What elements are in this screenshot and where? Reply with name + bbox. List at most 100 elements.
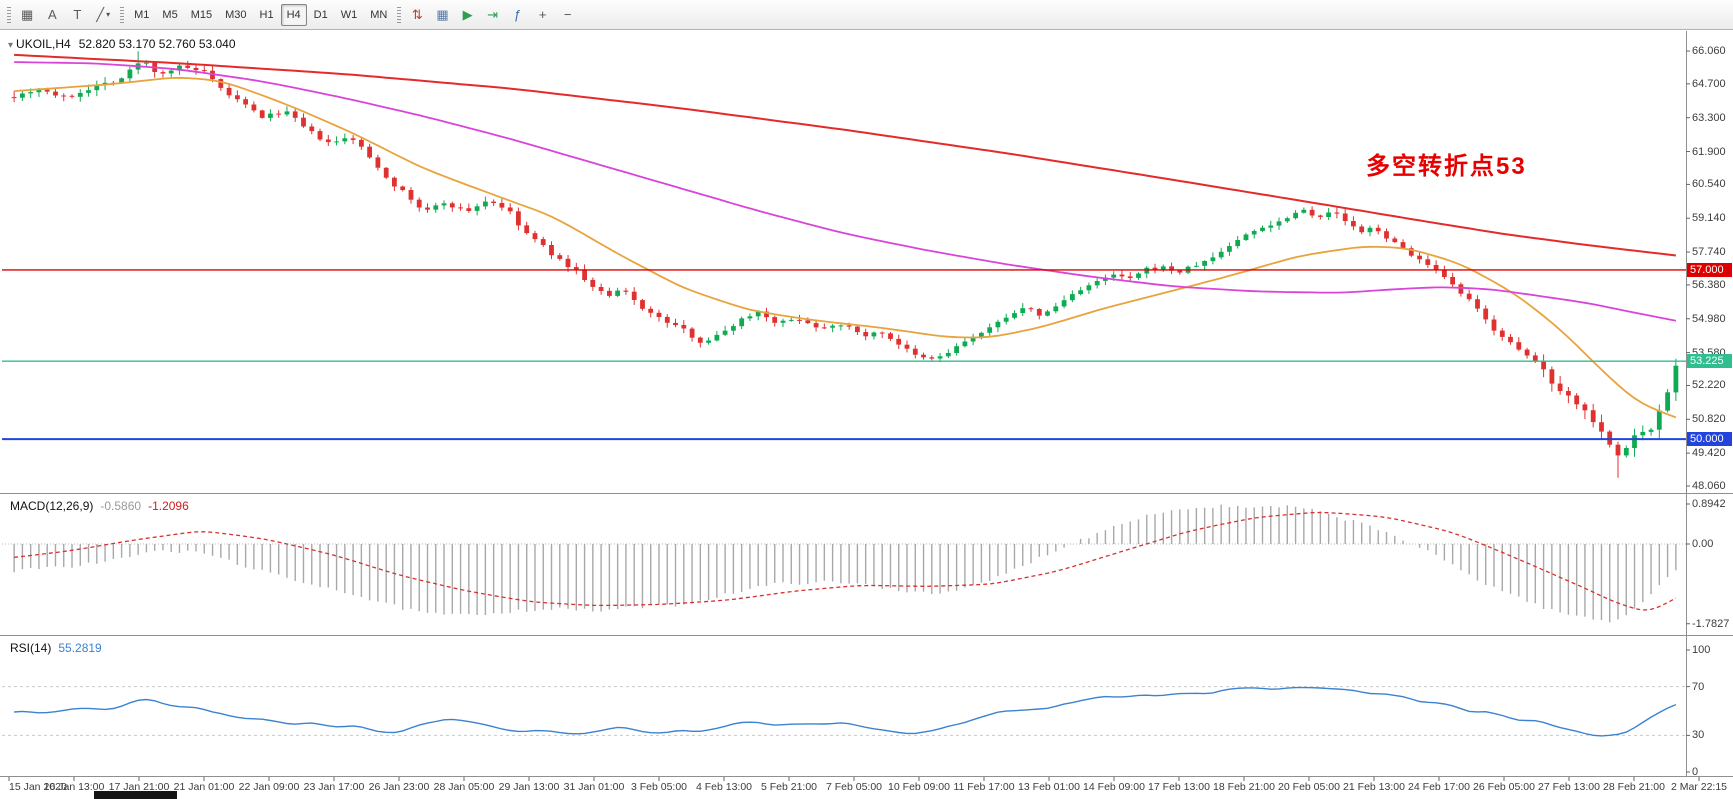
chart-menu-icon[interactable]: ▾	[8, 40, 14, 51]
price-badge-50.000: 50.000	[1687, 432, 1732, 447]
time-tick-label: 20 Feb 05:00	[1278, 781, 1340, 793]
rsi-plot	[2, 686, 1686, 737]
ma-slow-line	[14, 53, 1677, 257]
time-tick-label: 4 Feb 13:00	[695, 781, 753, 793]
time-tick-label: 31 Jan 01:00	[563, 781, 625, 793]
ma-fast-line	[14, 76, 1677, 419]
zoom-out-icon[interactable]: −	[563, 7, 572, 22]
price-tick-label: 50.820	[1692, 413, 1726, 426]
timeframe-button-M1[interactable]: M1	[134, 8, 150, 21]
ohlc-values: 52.820 53.170 52.760 53.040	[78, 37, 236, 51]
time-tick-label: 14 Feb 09:00	[1083, 781, 1145, 793]
time-tick-label: 3 Feb 05:00	[630, 781, 688, 793]
toolbar-grip[interactable]	[120, 6, 125, 23]
price-tick-label: 61.900	[1692, 145, 1726, 158]
rsi-scale-label: 0	[1692, 766, 1699, 778]
macd-main-value: -0.5860	[100, 499, 142, 513]
chart-shift-icon[interactable]: ⇥	[487, 6, 499, 22]
price-tick-label: 52.220	[1692, 379, 1726, 392]
time-tick-label: 11 Feb 17:00	[953, 781, 1015, 793]
main-chart-plot	[11, 51, 1679, 478]
toolbar-grip[interactable]	[397, 6, 402, 23]
time-tick-label: 22 Jan 09:00	[238, 781, 300, 793]
rsi-line	[14, 686, 1677, 737]
price-tick-label: 54.980	[1692, 312, 1726, 325]
price-tick-label: 66.060	[1692, 45, 1726, 57]
time-tick-label: 28 Jan 05:00	[433, 781, 495, 793]
price-tick-label: 48.060	[1692, 480, 1726, 492]
time-tick-label: 17 Jan 21:00	[108, 781, 170, 793]
auto-scroll-icon[interactable]: ▶	[462, 6, 473, 22]
chart-title: ▾ UKOIL,H4 52.820 53.170 52.760 53.040	[8, 37, 236, 51]
timeframe-button-H1[interactable]: H1	[259, 8, 274, 21]
zoom-in-icon[interactable]: +	[538, 7, 547, 22]
macd-scale-label: 0.00	[1692, 538, 1714, 550]
macd-name: MACD(12,26,9)	[10, 499, 94, 513]
scale-ticks	[8, 50, 1700, 781]
toolbar-grip[interactable]	[7, 6, 11, 23]
chart-annotation: 多空转折点53	[1366, 153, 1527, 180]
line-studies-button[interactable]: ╱ ▾	[96, 6, 111, 22]
timeframe-button-M5[interactable]: M5	[162, 8, 178, 21]
timeframe-button-H4[interactable]: H4	[280, 3, 307, 26]
timeframe-button-W1[interactable]: W1	[340, 8, 358, 21]
macd-signal-line	[14, 511, 1677, 611]
time-tick-label: 26 Jan 23:00	[368, 781, 430, 793]
tools-group: ▦ A T ╱ ▾	[15, 4, 116, 26]
macd-scale-label: -1.7827	[1692, 617, 1730, 630]
time-tick-label: 17 Feb 13:00	[1148, 781, 1210, 793]
timeframe-button-M30[interactable]: M30	[225, 8, 247, 21]
macd-histogram	[13, 504, 1677, 623]
time-tick-label: 18 Feb 21:00	[1213, 781, 1275, 793]
macd-label: MACD(12,26,9) -0.5860 -1.2096	[10, 499, 189, 513]
time-tick-label: 29 Jan 13:00	[498, 781, 560, 793]
rsi-scale-label: 70	[1692, 680, 1705, 693]
time-tick-label: 24 Feb 17:00	[1408, 781, 1470, 793]
price-badge-57.000: 57.000	[1687, 262, 1732, 277]
symbol-label: UKOIL,H4	[16, 37, 71, 51]
time-tick-label: 27 Feb 13:00	[1538, 781, 1600, 793]
rsi-label: RSI(14) 55.2819	[10, 641, 102, 655]
price-tick-label: 56.380	[1692, 278, 1726, 291]
price-tick-label: 57.740	[1692, 246, 1726, 259]
time-tick-label: 5 Feb 21:00	[760, 781, 818, 793]
price-tick-label: 64.700	[1692, 77, 1726, 90]
chart-window-icon[interactable]: ▦	[436, 6, 449, 22]
time-tick-label: 2 Mar 22:15	[1670, 781, 1728, 793]
cursor-tool-button[interactable]: A	[47, 7, 57, 22]
timeframe-button-MN[interactable]: MN	[370, 8, 388, 21]
time-tick-label: 21 Feb 13:00	[1343, 781, 1405, 793]
candlesticks	[11, 51, 1679, 478]
new-order-icon[interactable]: ⇅	[411, 6, 423, 22]
main-toolbar: ▦ A T ╱ ▾ M1 M5 M15 M30 H1 H4 D1 W1 MN ⇅ ▦ ▶ ⇥ ƒ + −	[0, 0, 1733, 30]
time-tick-label: 7 Feb 05:00	[825, 781, 883, 793]
time-tick-label: 15 Jan 2020	[9, 781, 67, 793]
price-tick-label: 59.140	[1692, 212, 1726, 225]
timeframe-group: M1 M5 M15 M30 H1 H4 D1 W1 MN	[128, 3, 393, 26]
rsi-scale-label: 100	[1692, 644, 1711, 656]
rsi-name: RSI(14)	[10, 641, 52, 655]
time-tick-label: 13 Feb 01:00	[1018, 781, 1080, 793]
actions-group: ⇅ ▦ ▶ ⇥ ƒ + −	[405, 4, 579, 26]
ma-mid-line	[14, 61, 1677, 322]
time-tick-label: 26 Feb 05:00	[1473, 781, 1535, 793]
time-tick-label: 21 Jan 01:00	[173, 781, 235, 793]
rsi-scale-label: 30	[1692, 729, 1705, 742]
charts-grid-icon[interactable]: ▦	[21, 6, 34, 22]
time-tick-label: 10 Feb 09:00	[888, 781, 950, 793]
time-tick-label: 23 Jan 17:00	[303, 781, 365, 793]
text-tool-button[interactable]: T	[73, 7, 82, 22]
time-tick-label: 16 Jan 13:00	[43, 781, 105, 793]
timeframe-button-D1[interactable]: D1	[313, 8, 328, 21]
time-tick-label: 28 Feb 21:00	[1603, 781, 1665, 793]
timeframe-button-M15[interactable]: M15	[190, 8, 213, 21]
macd-scale-label: 0.8942	[1692, 498, 1726, 510]
price-badge-53.225: 53.225	[1687, 354, 1732, 369]
price-tick-label: 63.300	[1692, 111, 1726, 124]
indicators-icon[interactable]: ƒ	[513, 7, 522, 22]
macd-plot	[2, 504, 1686, 623]
